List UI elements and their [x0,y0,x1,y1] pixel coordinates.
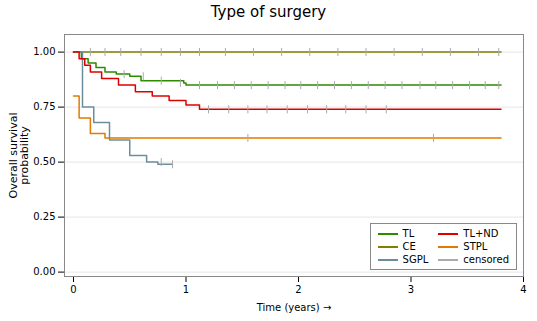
svg-text:1.00: 1.00 [33,46,55,57]
html-text:TL+ND: TL+ND [463,228,499,239]
svg-text:1: 1 [183,284,189,295]
svg-text:3: 3 [408,284,414,295]
svg-text:0.00: 0.00 [33,266,55,277]
html-text:TL: TL [402,228,415,239]
svg-text:4: 4 [520,284,526,295]
html-text:censored: censored [463,254,509,265]
html-text:CE: CE [402,241,416,252]
svg-text:0: 0 [70,284,76,295]
html-text:Type of surgery: Type of surgery [210,3,327,21]
svg-text:Overall survivalprobability: Overall survivalprobability [7,113,31,199]
html-text:STPL: STPL [463,241,488,252]
svg-text:0.50: 0.50 [33,156,55,167]
html-text:SGPL: SGPL [402,254,429,265]
svg-text:0.75: 0.75 [33,101,55,112]
svg-text:Time (years) →: Time (years) → [256,302,332,313]
svg-text:2: 2 [295,284,301,295]
svg-text:0.25: 0.25 [33,211,55,222]
